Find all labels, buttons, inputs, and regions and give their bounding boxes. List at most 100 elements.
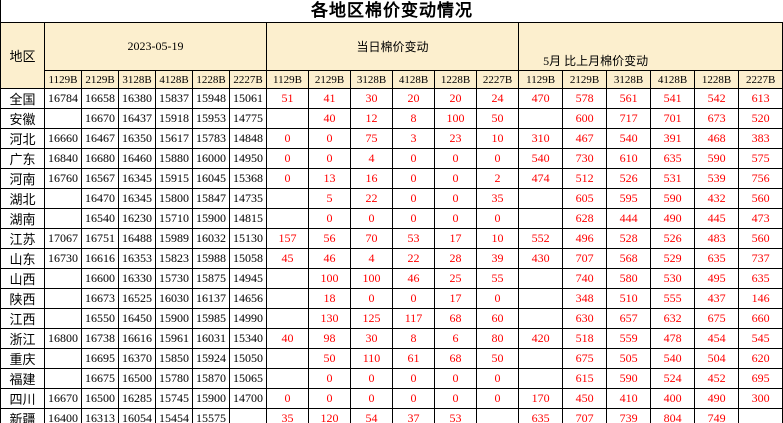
price-cell[interactable]: 15880 [155,148,193,169]
daily-change-cell[interactable]: 0 [308,388,351,409]
price-cell[interactable]: 15875 [192,268,230,289]
daily-change-cell[interactable]: 157 [266,228,309,249]
monthly-change-cell[interactable]: 673 [694,108,740,129]
price-cell[interactable]: 16500 [118,368,156,389]
daily-change-cell[interactable]: 117 [392,308,435,329]
daily-change-cell[interactable]: 0 [434,208,477,229]
monthly-change-cell[interactable]: 170 [518,388,564,409]
price-cell[interactable]: 14775 [229,108,267,129]
daily-change-cell[interactable]: 68 [434,348,477,369]
daily-change-cell[interactable]: 30 [350,88,393,109]
price-cell[interactable]: 16330 [118,268,156,289]
price-cell[interactable]: 17067 [44,228,82,249]
price-cell[interactable]: 16031 [192,328,230,349]
region-cell[interactable]: 湖南 [0,208,45,229]
daily-change-cell[interactable] [266,348,309,369]
region-cell[interactable]: 浙江 [0,328,45,349]
monthly-change-cell[interactable]: 701 [650,108,696,129]
monthly-change-cell[interactable] [738,408,783,423]
daily-change-cell[interactable]: 24 [475,88,520,109]
price-cell[interactable]: 16673 [81,288,119,309]
region-cell[interactable]: 江苏 [0,228,45,249]
daily-change-cell[interactable]: 60 [475,308,520,329]
price-cell[interactable] [44,308,82,329]
monthly-change-cell[interactable]: 348 [562,288,608,309]
daily-change-cell[interactable] [266,188,309,209]
daily-change-cell[interactable]: 39 [475,248,520,269]
price-cell[interactable]: 15847 [192,188,230,209]
daily-change-cell[interactable]: 46 [308,248,351,269]
monthly-change-cell[interactable]: 468 [694,128,740,149]
price-cell[interactable]: 16230 [118,208,156,229]
region-cell[interactable]: 山西 [0,268,45,289]
daily-change-cell[interactable]: 37 [392,408,435,423]
daily-change-cell[interactable]: 8 [392,328,435,349]
daily-change-cell[interactable]: 100 [350,268,393,289]
monthly-change-cell[interactable]: 496 [562,228,608,249]
monthly-change-cell[interactable] [518,268,564,289]
price-cell[interactable]: 15900 [155,308,193,329]
group-header-monthly-change[interactable]: 5月 比上月棉价变动 [518,22,783,71]
grade-column-header[interactable]: 1129B [44,70,82,89]
daily-change-cell[interactable]: 53 [434,408,477,423]
daily-change-cell[interactable]: 4 [350,148,393,169]
daily-change-cell[interactable]: 0 [350,388,393,409]
monthly-change-cell[interactable]: 578 [562,88,608,109]
monthly-change-cell[interactable]: 510 [606,288,652,309]
price-cell[interactable]: 16751 [81,228,119,249]
price-cell[interactable]: 16285 [118,388,156,409]
daily-change-cell[interactable]: 130 [308,308,351,329]
price-cell[interactable]: 14735 [229,188,267,209]
monthly-change-cell[interactable]: 610 [606,148,652,169]
daily-change-cell[interactable]: 110 [350,348,393,369]
monthly-change-cell[interactable]: 590 [694,148,740,169]
monthly-change-cell[interactable]: 568 [606,248,652,269]
daily-change-cell[interactable]: 50 [475,348,520,369]
monthly-change-cell[interactable]: 470 [518,88,564,109]
price-cell[interactable]: 15870 [192,368,230,389]
monthly-change-cell[interactable]: 804 [650,408,696,423]
price-cell[interactable]: 14815 [229,208,267,229]
daily-change-cell[interactable]: 30 [350,328,393,349]
price-cell[interactable]: 15780 [155,368,193,389]
price-cell[interactable]: 15368 [229,168,267,189]
monthly-change-cell[interactable]: 630 [562,308,608,329]
grade-column-header[interactable]: 2227B [229,70,267,89]
price-cell[interactable]: 16840 [44,148,82,169]
daily-change-cell[interactable]: 0 [266,148,309,169]
price-cell[interactable] [44,348,82,369]
daily-change-cell[interactable]: 125 [350,308,393,329]
price-cell[interactable] [44,268,82,289]
daily-change-cell[interactable]: 25 [434,268,477,289]
price-cell[interactable]: 15783 [192,128,230,149]
monthly-change-cell[interactable]: 504 [694,348,740,369]
daily-change-cell[interactable]: 50 [475,108,520,129]
monthly-change-cell[interactable]: 445 [694,208,740,229]
grade-column-header[interactable]: 3128B [118,70,156,89]
price-cell[interactable]: 15850 [155,348,193,369]
price-cell[interactable]: 16054 [118,408,156,423]
daily-change-cell[interactable]: 0 [434,148,477,169]
daily-change-cell[interactable]: 0 [475,288,520,309]
daily-change-cell[interactable]: 22 [392,248,435,269]
price-cell[interactable]: 15575 [192,408,230,423]
monthly-change-cell[interactable]: 675 [694,308,740,329]
monthly-change-cell[interactable]: 444 [606,208,652,229]
monthly-change-cell[interactable]: 490 [650,208,696,229]
daily-change-cell[interactable]: 0 [392,368,435,389]
monthly-change-cell[interactable]: 605 [562,188,608,209]
region-cell[interactable]: 山东 [0,248,45,269]
daily-change-cell[interactable]: 0 [392,188,435,209]
daily-change-cell[interactable]: 0 [308,208,351,229]
daily-change-cell[interactable]: 0 [392,388,435,409]
grade-column-header[interactable]: 2227B [475,70,520,89]
price-cell[interactable]: 15900 [192,208,230,229]
daily-change-cell[interactable]: 0 [308,368,351,389]
daily-change-cell[interactable]: 17 [434,228,477,249]
daily-change-cell[interactable]: 0 [434,168,477,189]
daily-change-cell[interactable]: 35 [475,188,520,209]
monthly-change-cell[interactable]: 541 [650,88,696,109]
monthly-change-cell[interactable] [518,288,564,309]
daily-change-cell[interactable]: 0 [392,288,435,309]
daily-change-cell[interactable]: 41 [308,88,351,109]
